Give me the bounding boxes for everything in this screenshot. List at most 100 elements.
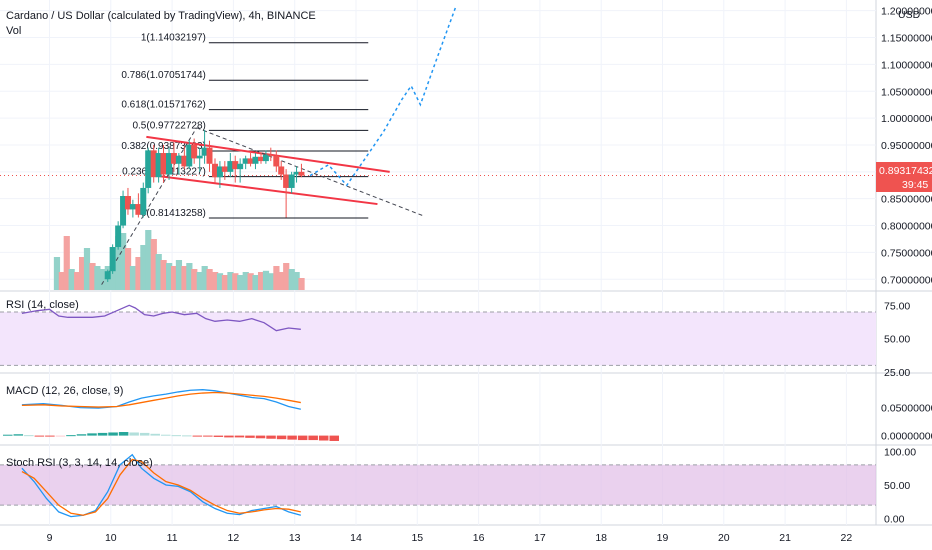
- macd-histogram-bar: [276, 435, 287, 440]
- volume-bar: [273, 266, 280, 290]
- volume-bar: [78, 257, 86, 290]
- volume-bar: [216, 273, 224, 290]
- candle-body: [262, 154, 269, 162]
- macd-histogram-bar: [13, 434, 24, 436]
- price-tick-label: 1.00000000: [881, 113, 932, 125]
- volume-bar: [99, 269, 106, 290]
- candle-body: [191, 144, 198, 159]
- volume-bar: [283, 263, 290, 290]
- drawings-layer[interactable]: [101, 7, 457, 285]
- volume-bar: [74, 272, 81, 290]
- x-tick-label: 17: [534, 532, 546, 544]
- candle-body: [150, 150, 157, 178]
- candle-body: [181, 155, 188, 167]
- candle-body: [257, 156, 264, 162]
- volume-bar: [247, 273, 254, 290]
- macd-histogram-bar: [171, 435, 182, 437]
- volume-bar: [212, 272, 219, 290]
- stoch-tick-label: 0.00: [884, 514, 905, 526]
- candle-body: [201, 147, 208, 156]
- x-tick-label: 22: [841, 532, 853, 544]
- candle-body: [232, 161, 239, 170]
- volume-bar: [221, 275, 229, 290]
- volume-bar: [109, 263, 116, 290]
- candle-body: [227, 161, 234, 172]
- macd-histogram-bar: [97, 432, 108, 436]
- x-tick-label: 16: [473, 532, 485, 544]
- volume-bar: [58, 272, 65, 290]
- volume-bar: [267, 273, 274, 290]
- volume-bar: [140, 245, 147, 290]
- macd-histogram-bar: [76, 434, 87, 436]
- channel-line: [146, 135, 390, 173]
- macd-histogram-bar: [266, 435, 276, 439]
- volume-bar: [262, 270, 270, 290]
- rsi-title: RSI (14, close): [6, 299, 79, 311]
- candle-body: [175, 155, 182, 164]
- macd-histogram-bar: [203, 435, 213, 437]
- rsi-line: [21, 304, 301, 332]
- price-tick-label: 1.05000000: [881, 86, 932, 98]
- dashed-trendline: [101, 127, 198, 285]
- volume-bar: [186, 263, 193, 290]
- volume-bar: [237, 275, 244, 290]
- stoch-tick-label: 50.00: [884, 480, 910, 492]
- candles-layer: [104, 129, 305, 282]
- candle-body: [166, 153, 173, 175]
- stoch-d-line: [21, 458, 301, 516]
- candle-body: [120, 196, 127, 226]
- currency-label: USD: [898, 9, 921, 21]
- macd-histogram-bar: [139, 432, 150, 436]
- macd-histogram-bar: [224, 435, 234, 438]
- rsi-tick-label: 50.00: [884, 334, 910, 346]
- x-tick-label: 14: [350, 532, 362, 544]
- x-tick-label: 11: [167, 532, 178, 544]
- macd-line: [21, 389, 301, 410]
- volume-bar: [242, 272, 249, 290]
- volume-bar: [175, 260, 183, 290]
- candle-body: [206, 147, 213, 164]
- volume-bar: [232, 273, 239, 290]
- fib-level-label: 0.786(1.07051744): [121, 70, 206, 81]
- candle-body: [267, 154, 274, 156]
- macd-histogram-bar: [192, 435, 203, 437]
- volume-bar: [115, 236, 122, 290]
- projection-path: [309, 7, 457, 187]
- candle-body: [216, 166, 223, 178]
- fibonacci-layer[interactable]: 1(1.14032197) 0.786(1.07051744) 0.618(1.01…: [121, 33, 369, 219]
- signal-line: [21, 391, 301, 408]
- candle-body: [135, 204, 142, 215]
- volume-bar: [170, 266, 178, 290]
- macd-histogram-bar: [160, 434, 171, 436]
- candle-body: [196, 155, 203, 159]
- volume-bar: [206, 269, 213, 290]
- price-tick-label: 0.95000000: [881, 140, 932, 152]
- price-tick-label: 1.20000000: [881, 6, 932, 18]
- macd-histogram-bar: [118, 432, 129, 436]
- volume-bar: [120, 233, 127, 290]
- rsi-band: [0, 312, 876, 366]
- stoch-band: [0, 464, 876, 506]
- rsi-tick-label: 25.00: [884, 367, 910, 379]
- candle-body: [278, 166, 285, 175]
- candle-body: [155, 153, 162, 178]
- stoch-k-line: [21, 453, 302, 518]
- price-tick-label: 0.70000000: [881, 274, 932, 286]
- pane-layer: [0, 0, 932, 526]
- macd-histogram-bar: [150, 433, 160, 436]
- candle-body: [212, 163, 219, 178]
- macd-histogram-bar: [108, 432, 118, 436]
- macd-histogram-bar: [308, 435, 318, 441]
- macd-histogram-bar: [182, 435, 192, 437]
- candle-body: [124, 196, 131, 210]
- dashed-trendline: [196, 127, 424, 217]
- fib-level-label: 0(0.81413258): [141, 208, 206, 219]
- volume-bar: [68, 269, 75, 290]
- candle-body: [293, 171, 300, 175]
- stoch-tick-label: 100.00: [884, 446, 916, 458]
- volume-bar: [63, 236, 70, 290]
- fib-level-label: 0.618(1.01571762): [121, 100, 206, 111]
- macd-histogram-bar: [287, 435, 297, 440]
- candle-body: [247, 158, 254, 164]
